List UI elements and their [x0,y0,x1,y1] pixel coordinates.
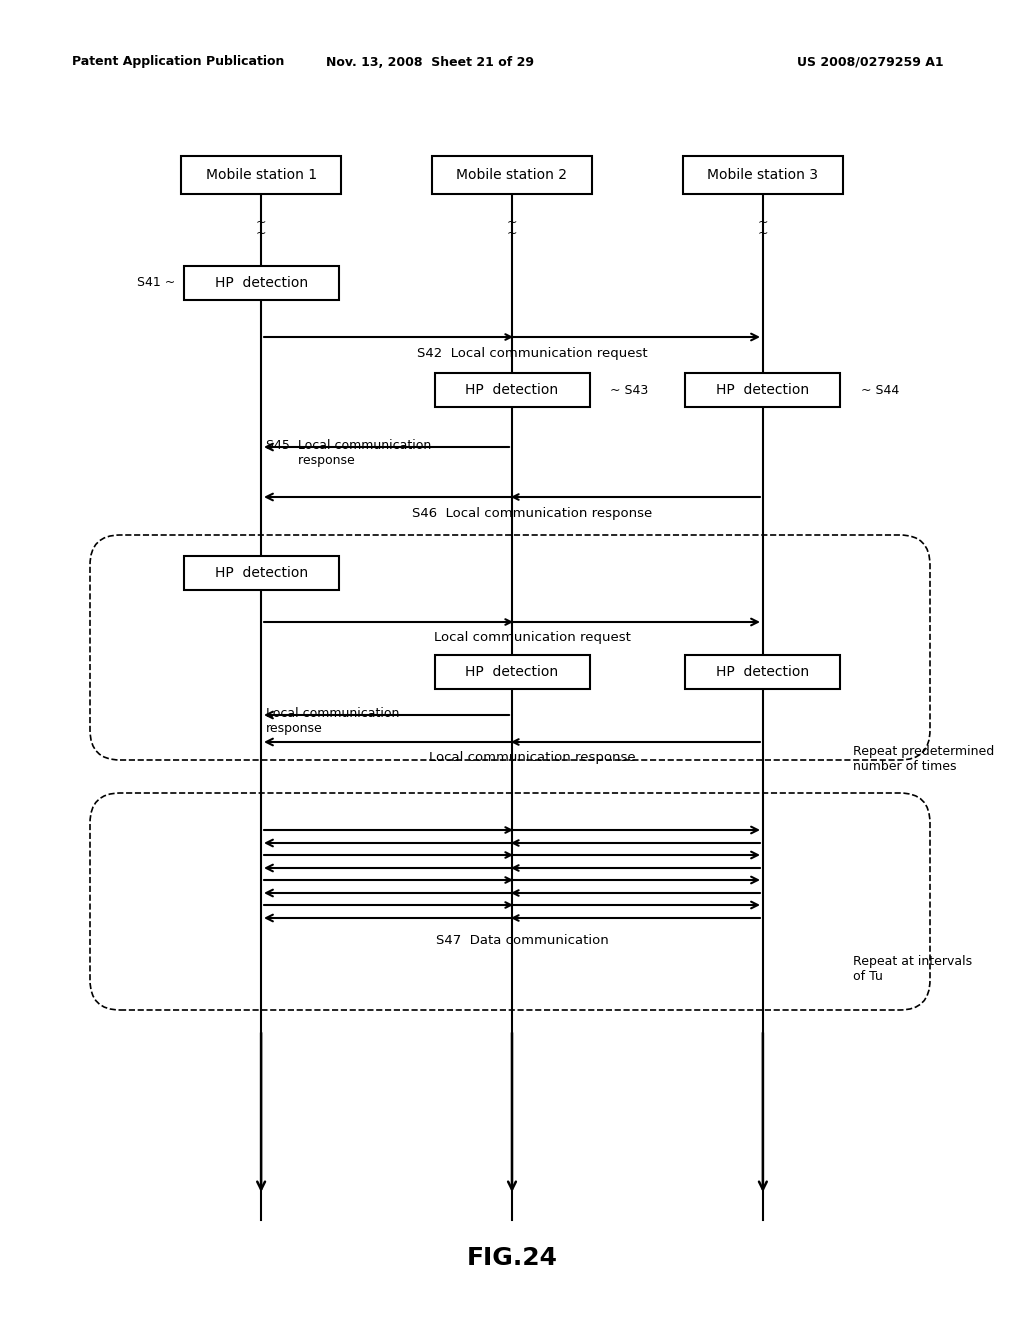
Text: US 2008/0279259 A1: US 2008/0279259 A1 [797,55,943,69]
Text: HP  detection: HP detection [215,566,307,579]
Text: Local communication
response: Local communication response [266,708,399,735]
Text: Patent Application Publication: Patent Application Publication [72,55,285,69]
Text: Mobile station 3: Mobile station 3 [708,168,818,182]
Text: ~: ~ [256,215,266,228]
Text: ~: ~ [758,215,768,228]
Bar [181,156,341,194]
Text: S42  Local communication request: S42 Local communication request [417,346,647,359]
Text: HP  detection: HP detection [215,276,307,290]
Text: Repeat predetermined
number of times: Repeat predetermined number of times [853,744,994,774]
Text: S46  Local communication response: S46 Local communication response [412,507,652,520]
Text: S45  Local communication
        response: S45 Local communication response [266,440,431,467]
Text: HP  detection: HP detection [717,665,809,678]
Bar [434,374,590,407]
Text: HP  detection: HP detection [466,665,558,678]
Text: ~ S43: ~ S43 [610,384,648,396]
Bar [183,556,339,590]
Text: ~: ~ [507,227,517,239]
Text: HP  detection: HP detection [466,383,558,397]
Text: Local communication response: Local communication response [429,751,635,764]
Text: ~: ~ [507,215,517,228]
Text: Mobile station 2: Mobile station 2 [457,168,567,182]
Bar [183,267,339,300]
Text: S41 ~: S41 ~ [137,276,175,289]
Text: ~: ~ [256,227,266,239]
Text: S47  Data communication: S47 Data communication [435,933,608,946]
Bar [434,655,590,689]
Bar [685,374,841,407]
Text: HP  detection: HP detection [717,383,809,397]
Bar [683,156,843,194]
Bar [432,156,592,194]
Text: ~ S44: ~ S44 [861,384,899,396]
Text: ~: ~ [758,227,768,239]
Text: Repeat at intervals
of Tu: Repeat at intervals of Tu [853,954,972,983]
Text: Nov. 13, 2008  Sheet 21 of 29: Nov. 13, 2008 Sheet 21 of 29 [326,55,534,69]
Text: Local communication request: Local communication request [433,631,631,644]
Bar [685,655,841,689]
Text: FIG.24: FIG.24 [467,1246,557,1270]
Text: Mobile station 1: Mobile station 1 [206,168,316,182]
